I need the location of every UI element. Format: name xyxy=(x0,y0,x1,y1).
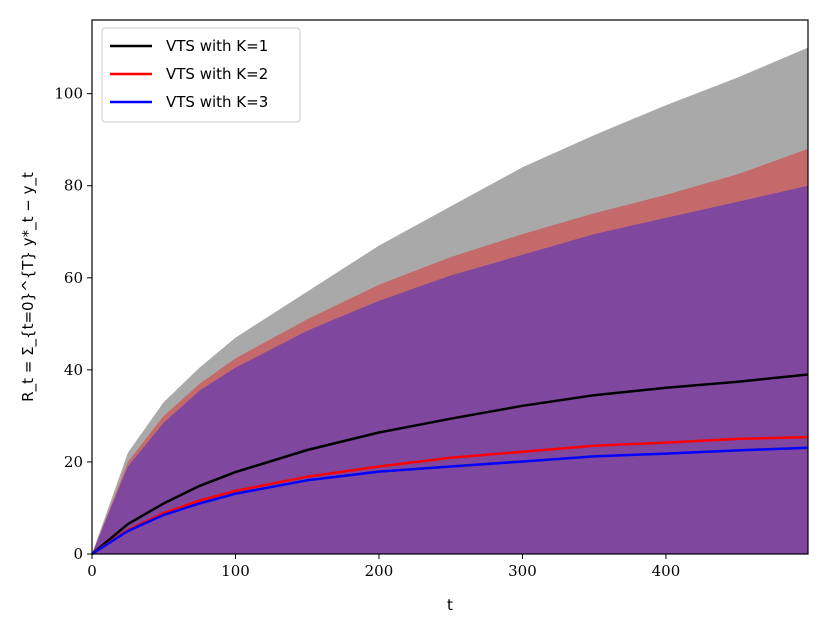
x-axis-ticks: 0 100 200 300 400 xyxy=(87,554,680,580)
x-tick-label: 300 xyxy=(508,562,537,580)
legend: VTS with K=1 VTS with K=2 VTS with K=3 xyxy=(101,27,301,123)
y-axis-ticks: 0 20 40 60 80 100 xyxy=(54,85,92,563)
legend-box xyxy=(101,27,301,123)
y-tick-label: 80 xyxy=(64,177,83,195)
x-axis-label: t xyxy=(447,596,453,614)
y-tick-label: 60 xyxy=(64,269,83,287)
y-tick-label: 20 xyxy=(64,453,83,471)
y-tick-label: 0 xyxy=(73,545,83,563)
y-axis-label: R_t = Σ_{t=0}^{T} y*_t − y_t xyxy=(19,172,38,402)
line-series-2 xyxy=(91,435,809,556)
legend-label-2: VTS with K=2 xyxy=(166,65,268,83)
plot-frame xyxy=(91,19,809,555)
y-tick-label: 40 xyxy=(64,361,83,379)
line-series-1 xyxy=(91,373,809,555)
x-tick-label: 200 xyxy=(365,562,394,580)
line-series-3 xyxy=(91,446,809,556)
y-tick-label: 100 xyxy=(54,85,83,103)
legend-label-3: VTS with K=3 xyxy=(166,93,268,111)
confidence-bands xyxy=(92,47,808,554)
x-tick-label: 100 xyxy=(221,562,250,580)
x-tick-label: 0 xyxy=(87,562,97,580)
mean-lines xyxy=(91,373,809,556)
legend-label-1: VTS with K=1 xyxy=(166,37,268,55)
x-tick-label: 400 xyxy=(652,562,681,580)
